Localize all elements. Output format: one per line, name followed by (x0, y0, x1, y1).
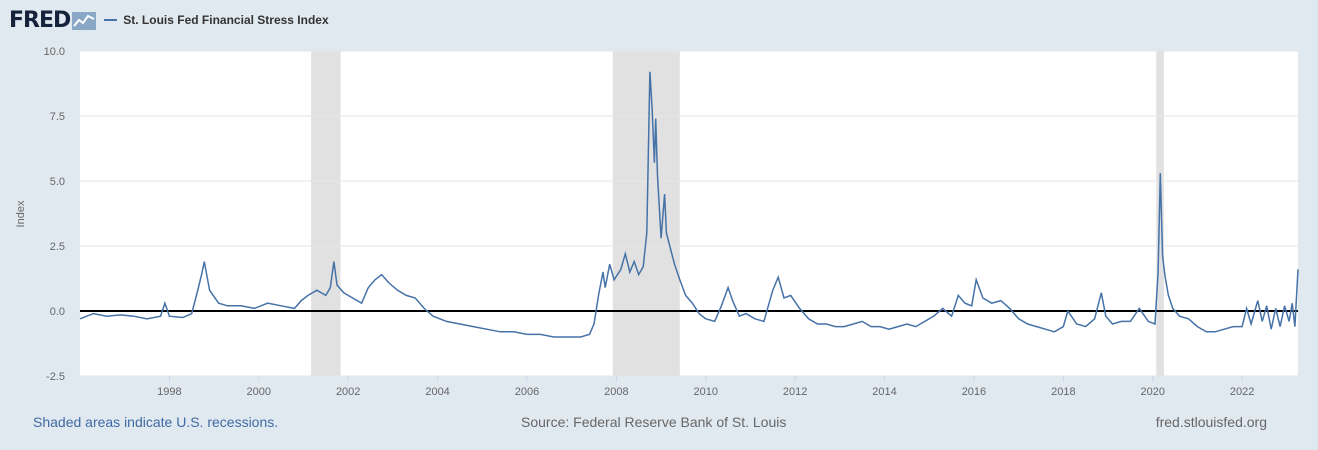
x-tick-label: 2006 (515, 386, 539, 398)
x-tick-label: 2002 (336, 386, 360, 398)
footer: Shaded areas indicate U.S. recessions. S… (0, 414, 1318, 436)
y-tick-label: 0.0 (50, 306, 65, 318)
y-axis-label: Index (15, 200, 27, 227)
fred-logo-text: FRED (9, 7, 71, 33)
x-tick-label: 2000 (247, 386, 271, 398)
fred-logo[interactable]: FRED (9, 7, 97, 33)
source-text: Source: Federal Reserve Bank of St. Loui… (521, 414, 787, 430)
x-tick-label: 2020 (1140, 386, 1164, 398)
line-chart-icon (72, 12, 97, 30)
recession-shade (612, 51, 680, 376)
x-tick-label: 2016 (962, 386, 986, 398)
chart-svg: 10.0 7.5 5.0 2.5 0.0 -2.5 1998 2000 2002 2004 200… (15, 46, 1299, 398)
series-line (79, 71, 1299, 338)
y-tick-label: 10.0 (44, 46, 65, 58)
y-tick-label: 2.5 (50, 241, 65, 253)
legend-swatch (104, 19, 118, 21)
x-tick-label: 2014 (872, 386, 896, 398)
chart-header: FRED St. Louis Fed Financial Stress Inde… (9, 5, 329, 35)
x-tick-label: 2022 (1230, 386, 1254, 398)
x-tick-label: 2012 (783, 386, 807, 398)
x-tick-label: 1998 (157, 386, 181, 398)
legend-label: St. Louis Fed Financial Stress Index (123, 13, 329, 27)
y-tick-label: -2.5 (46, 371, 65, 383)
grid-layer: 10.0 7.5 5.0 2.5 0.0 -2.5 (44, 46, 1298, 383)
x-tick-label: 2008 (604, 386, 628, 398)
x-tick-label: 2010 (694, 386, 718, 398)
recession-note-link[interactable]: Shaded areas indicate U.S. recessions. (33, 414, 279, 430)
plot-background (80, 51, 1298, 376)
legend: St. Louis Fed Financial Stress Index (104, 13, 329, 27)
x-tick-layer: 1998 2000 2002 2004 2006 2008 2010 2012 2014 2016… (157, 376, 1254, 398)
recession-shade (311, 51, 341, 376)
x-tick-label: 2004 (425, 386, 449, 398)
x-tick-label: 2018 (1051, 386, 1075, 398)
y-tick-label: 7.5 (50, 111, 65, 123)
chart-area: 10.0 7.5 5.0 2.5 0.0 -2.5 1998 2000 2002 2004 200… (0, 36, 1318, 406)
site-text: fred.stlouisfed.org (1155, 414, 1267, 430)
y-tick-label: 5.0 (50, 176, 65, 188)
